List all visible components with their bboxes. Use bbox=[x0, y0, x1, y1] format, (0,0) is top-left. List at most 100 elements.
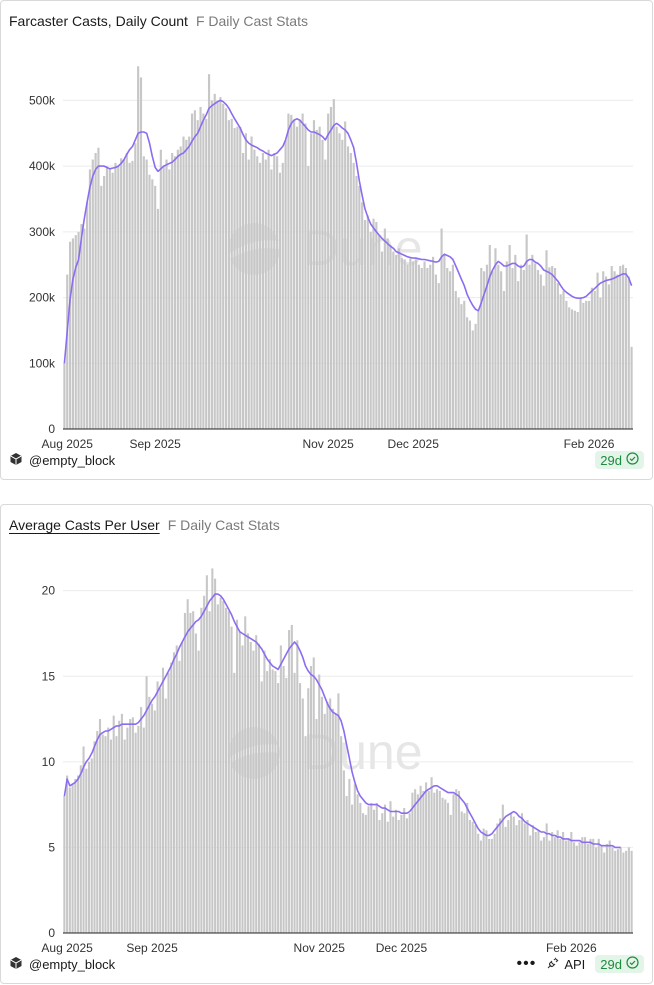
freshness-badge[interactable]: 29d bbox=[595, 955, 644, 973]
bar[interactable] bbox=[479, 840, 482, 933]
bar[interactable] bbox=[551, 832, 554, 933]
bar[interactable] bbox=[329, 698, 332, 933]
bar[interactable] bbox=[154, 185, 157, 429]
bar[interactable] bbox=[537, 830, 540, 933]
bar[interactable] bbox=[252, 650, 255, 933]
bar[interactable] bbox=[400, 814, 403, 933]
bar[interactable] bbox=[205, 118, 208, 429]
bar[interactable] bbox=[103, 176, 106, 429]
bar[interactable] bbox=[429, 264, 432, 429]
bar[interactable] bbox=[545, 823, 548, 933]
bar[interactable] bbox=[63, 363, 66, 429]
bar[interactable] bbox=[353, 784, 356, 933]
bar[interactable] bbox=[431, 256, 435, 429]
bar[interactable] bbox=[604, 276, 608, 429]
bar[interactable] bbox=[98, 719, 102, 933]
bar[interactable] bbox=[531, 825, 535, 933]
bar[interactable] bbox=[125, 153, 128, 429]
bar[interactable] bbox=[440, 228, 443, 429]
bar[interactable] bbox=[397, 820, 400, 933]
bar[interactable] bbox=[502, 291, 506, 429]
bar[interactable] bbox=[207, 74, 211, 430]
bar[interactable] bbox=[86, 202, 89, 429]
bar[interactable] bbox=[179, 146, 182, 429]
bar[interactable] bbox=[564, 840, 567, 933]
bar[interactable] bbox=[389, 801, 392, 933]
bar[interactable] bbox=[182, 136, 185, 430]
bar[interactable] bbox=[301, 698, 304, 933]
bar[interactable] bbox=[310, 133, 313, 430]
bar[interactable] bbox=[610, 266, 613, 429]
bar[interactable] bbox=[406, 264, 409, 429]
bar[interactable] bbox=[278, 172, 282, 429]
bar[interactable] bbox=[508, 245, 511, 429]
bar[interactable] bbox=[528, 264, 531, 429]
bar[interactable] bbox=[279, 645, 282, 933]
bar[interactable] bbox=[216, 604, 219, 933]
bar[interactable] bbox=[108, 169, 111, 429]
bar[interactable] bbox=[600, 845, 603, 933]
bar[interactable] bbox=[510, 813, 513, 933]
bar[interactable] bbox=[115, 736, 118, 933]
bar[interactable] bbox=[142, 727, 145, 933]
bar[interactable] bbox=[381, 813, 384, 933]
bar[interactable] bbox=[137, 66, 140, 429]
bar[interactable] bbox=[363, 220, 367, 429]
bar[interactable] bbox=[114, 162, 117, 429]
bar[interactable] bbox=[405, 818, 408, 933]
bar[interactable] bbox=[582, 302, 585, 429]
bar[interactable] bbox=[512, 816, 515, 933]
bar[interactable] bbox=[255, 635, 258, 933]
bar[interactable] bbox=[420, 268, 423, 429]
bar[interactable] bbox=[312, 657, 315, 933]
bar[interactable] bbox=[619, 266, 622, 429]
bar[interactable] bbox=[372, 218, 375, 429]
bar[interactable] bbox=[285, 677, 288, 933]
bar[interactable] bbox=[304, 736, 307, 933]
bar[interactable] bbox=[83, 228, 86, 429]
bar[interactable] bbox=[463, 300, 466, 429]
bar[interactable] bbox=[301, 113, 304, 430]
bar[interactable] bbox=[266, 671, 269, 933]
bar[interactable] bbox=[341, 139, 344, 429]
bar[interactable] bbox=[500, 271, 503, 429]
bar[interactable] bbox=[414, 259, 418, 429]
bar[interactable] bbox=[596, 272, 599, 429]
bar[interactable] bbox=[326, 701, 329, 933]
bar[interactable] bbox=[383, 228, 386, 429]
bar[interactable] bbox=[318, 126, 321, 429]
bar[interactable] bbox=[525, 234, 528, 429]
bar[interactable] bbox=[548, 267, 551, 429]
bar[interactable] bbox=[321, 139, 324, 429]
bar[interactable] bbox=[244, 133, 247, 430]
bar[interactable] bbox=[452, 794, 455, 933]
bar[interactable] bbox=[267, 149, 270, 429]
bar[interactable] bbox=[290, 624, 293, 933]
bar[interactable] bbox=[293, 120, 296, 430]
bar[interactable] bbox=[483, 271, 486, 429]
bar[interactable] bbox=[608, 840, 611, 933]
bar[interactable] bbox=[196, 120, 199, 430]
bar[interactable] bbox=[82, 746, 85, 933]
bar[interactable] bbox=[454, 291, 457, 429]
bar[interactable] bbox=[556, 830, 559, 933]
bar[interactable] bbox=[409, 258, 412, 429]
bar[interactable] bbox=[145, 676, 148, 933]
bar[interactable] bbox=[271, 669, 274, 933]
bar[interactable] bbox=[172, 652, 176, 933]
bar[interactable] bbox=[156, 681, 159, 933]
bar[interactable] bbox=[342, 770, 345, 933]
bar[interactable] bbox=[227, 611, 230, 933]
bar[interactable] bbox=[545, 250, 548, 429]
bar[interactable] bbox=[619, 847, 622, 933]
bar[interactable] bbox=[334, 713, 337, 933]
bar[interactable] bbox=[593, 291, 596, 429]
bar[interactable] bbox=[304, 123, 307, 429]
bar[interactable] bbox=[468, 320, 472, 429]
api-button[interactable]: API bbox=[546, 956, 585, 973]
bar[interactable] bbox=[460, 304, 463, 429]
bar[interactable] bbox=[338, 133, 341, 430]
bar[interactable] bbox=[216, 100, 219, 429]
bar[interactable] bbox=[165, 159, 168, 430]
bar[interactable] bbox=[277, 683, 280, 933]
